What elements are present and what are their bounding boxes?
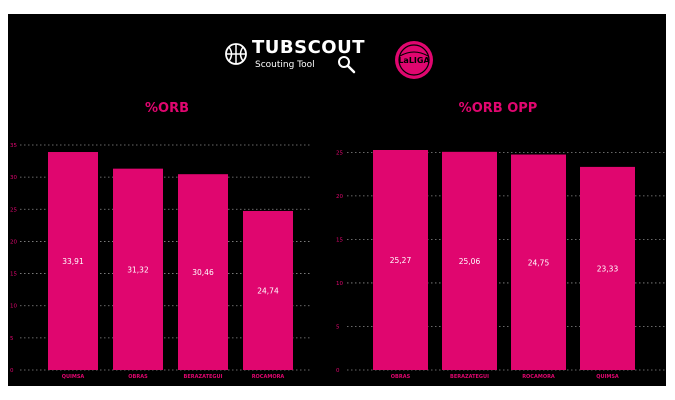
magnifier-icon	[338, 56, 356, 74]
bar-value-label: 33,91	[62, 257, 84, 266]
bar-value-label: 23,33	[597, 264, 619, 273]
x-category-label: QUIMSA	[62, 374, 85, 380]
y-tick-label: 0	[10, 368, 14, 374]
basketball-magnifier-icon	[225, 43, 247, 65]
bar-value-label: 24,74	[257, 286, 279, 295]
y-tick-label: 15	[10, 272, 17, 278]
x-category-label: OBRAS	[391, 374, 411, 380]
y-tick-label: 30	[10, 175, 17, 181]
bar	[113, 168, 163, 370]
y-tick-label: 10	[336, 281, 343, 287]
bar-value-label: 30,46	[192, 268, 214, 277]
bar	[178, 174, 228, 370]
y-tick-label: 20	[10, 239, 17, 245]
orb-opp-bar-chart: 0 5 10 15 20 25 25,27 OBRAS 25,06 BERAZATEGUI 24,7…	[336, 150, 665, 380]
brand-name: TUBSCOUT	[252, 37, 365, 58]
bar	[580, 166, 635, 370]
y-tick-label: 0	[336, 368, 340, 374]
tubscout-logo: TUBSCOUT Scouting Tool	[222, 34, 365, 84]
x-category-label: BERAZATEGUI	[450, 374, 489, 380]
x-category-label: ROCAMORA	[252, 374, 285, 380]
la-liga-argentina-logo: LaLIGA	[395, 41, 433, 79]
bar	[48, 152, 98, 370]
y-tick-label: 5	[336, 324, 340, 330]
bar	[243, 210, 293, 370]
x-category-label: ROCAMORA	[522, 374, 555, 380]
bar-value-label: 25,27	[390, 256, 412, 265]
bar	[442, 151, 497, 370]
y-tick-label: 5	[10, 336, 14, 342]
x-category-label: OBRAS	[128, 374, 148, 380]
chart-title-orb: %ORB	[145, 101, 189, 116]
x-category-label: QUIMSA	[596, 374, 619, 380]
bar-value-label: 25,06	[459, 257, 481, 266]
league-logo-text: LaLIGA	[398, 56, 430, 65]
y-tick-label: 15	[336, 237, 343, 243]
y-tick-label: 25	[336, 150, 343, 156]
bar-value-label: 24,75	[528, 258, 550, 267]
bar	[373, 150, 428, 370]
y-tick-label: 25	[10, 207, 17, 213]
chart-title-orb-opp: %ORB OPP	[458, 101, 538, 116]
x-category-label: BERAZATEGUI	[184, 374, 223, 380]
bar-value-label: 31,32	[127, 265, 149, 274]
bar	[511, 154, 566, 370]
y-tick-label: 20	[336, 194, 343, 200]
y-tick-label: 10	[10, 304, 17, 310]
brand-tagline: Scouting Tool	[255, 60, 315, 70]
orb-bar-chart: 0 5 10 15 20 25 30 35 33,91 QUIMSA 31,32 OBRAS 30,46…	[10, 143, 312, 380]
y-tick-label: 35	[10, 143, 17, 149]
